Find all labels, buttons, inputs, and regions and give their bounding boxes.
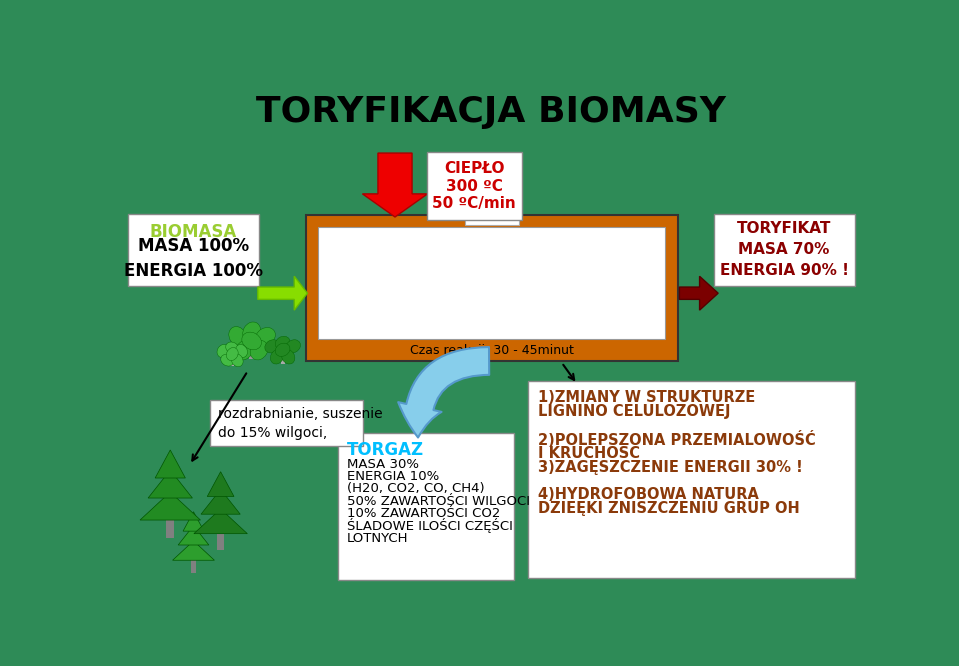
Text: I KRUCHOŚĆ: I KRUCHOŚĆ <box>538 446 641 461</box>
Ellipse shape <box>265 340 279 353</box>
Polygon shape <box>148 470 193 498</box>
Ellipse shape <box>236 344 247 358</box>
Text: (H20, CO2, CO, CH4): (H20, CO2, CO, CH4) <box>347 482 484 496</box>
Ellipse shape <box>270 350 284 364</box>
Ellipse shape <box>231 354 244 367</box>
Ellipse shape <box>217 344 229 358</box>
FancyBboxPatch shape <box>713 214 855 286</box>
FancyBboxPatch shape <box>427 153 522 220</box>
Text: TORYFIKACJA BIOMASY: TORYFIKACJA BIOMASY <box>256 95 726 129</box>
Text: TORYFIKAT
MASA 70%
ENERGIA 90% !: TORYFIKAT MASA 70% ENERGIA 90% ! <box>719 221 849 278</box>
Polygon shape <box>194 509 247 533</box>
Text: 50% ZAWARTOŚCI WILGOCI: 50% ZAWARTOŚCI WILGOCI <box>347 495 530 507</box>
Bar <box>230 360 234 366</box>
Ellipse shape <box>275 336 290 350</box>
Text: TORGAZ: TORGAZ <box>347 440 424 458</box>
Ellipse shape <box>275 343 290 356</box>
FancyArrowPatch shape <box>398 347 489 438</box>
Polygon shape <box>363 153 428 217</box>
Text: 10% ZAWARTOŚCI CO2: 10% ZAWARTOŚCI CO2 <box>347 507 501 520</box>
Ellipse shape <box>235 340 253 360</box>
FancyBboxPatch shape <box>527 381 855 578</box>
Text: MASA 30%: MASA 30% <box>347 458 419 471</box>
Text: ŚLADOWE ILOŚCI CZĘŚCI: ŚLADOWE ILOŚCI CZĘŚCI <box>347 518 513 533</box>
FancyBboxPatch shape <box>217 533 224 549</box>
Ellipse shape <box>243 322 261 342</box>
Polygon shape <box>178 525 209 545</box>
Text: 3)ZAGĘSZCZENIE ENERGII 30% !: 3)ZAGĘSZCZENIE ENERGII 30% ! <box>538 460 803 475</box>
Bar <box>248 350 254 360</box>
Text: 2)POLEPSZONA PRZEMIALOWOŚĆ: 2)POLEPSZONA PRZEMIALOWOŚĆ <box>538 431 816 448</box>
FancyBboxPatch shape <box>210 400 363 446</box>
Polygon shape <box>173 541 215 560</box>
Ellipse shape <box>225 342 239 354</box>
FancyBboxPatch shape <box>338 434 514 581</box>
Text: Czas reakcji: 30 - 45minut: Czas reakcji: 30 - 45minut <box>409 344 573 357</box>
FancyBboxPatch shape <box>191 560 197 573</box>
Polygon shape <box>207 472 234 496</box>
Text: DZIEĘKI ZNISZCZENIU GRUP OH: DZIEĘKI ZNISZCZENIU GRUP OH <box>538 501 800 516</box>
Ellipse shape <box>286 340 300 353</box>
Ellipse shape <box>242 332 262 350</box>
Text: 4)HYDROFOBOWA NATURA: 4)HYDROFOBOWA NATURA <box>538 488 760 502</box>
Polygon shape <box>201 490 241 514</box>
Text: rozdrabnianie, suszenie
do 15% wilgoci,: rozdrabnianie, suszenie do 15% wilgoci, <box>219 406 383 440</box>
FancyBboxPatch shape <box>166 520 175 538</box>
Text: BIOMASA: BIOMASA <box>150 222 237 240</box>
Polygon shape <box>140 492 200 520</box>
Text: 1)ZMIANY W STRUKTURZE: 1)ZMIANY W STRUKTURZE <box>538 390 756 406</box>
Ellipse shape <box>226 348 238 360</box>
Text: LOTNYCH: LOTNYCH <box>347 531 409 545</box>
Ellipse shape <box>256 328 275 345</box>
Ellipse shape <box>229 326 246 346</box>
Text: CIEPŁO
300 ºC
50 ºC/min: CIEPŁO 300 ºC 50 ºC/min <box>433 161 516 211</box>
FancyBboxPatch shape <box>306 214 678 361</box>
Ellipse shape <box>221 354 234 366</box>
Text: MASA 100%
ENERGIA 100%: MASA 100% ENERGIA 100% <box>124 237 263 280</box>
Polygon shape <box>155 450 185 478</box>
Bar <box>281 357 285 364</box>
Polygon shape <box>258 276 308 310</box>
Text: LIGNINO CELULOZOWEJ: LIGNINO CELULOZOWEJ <box>538 404 731 420</box>
Ellipse shape <box>250 340 268 360</box>
Text: ENERGIA 10%: ENERGIA 10% <box>347 470 439 483</box>
Polygon shape <box>183 511 204 531</box>
Ellipse shape <box>282 350 294 364</box>
FancyBboxPatch shape <box>129 214 259 286</box>
FancyBboxPatch shape <box>318 227 666 340</box>
Polygon shape <box>679 276 718 310</box>
FancyBboxPatch shape <box>465 218 519 226</box>
